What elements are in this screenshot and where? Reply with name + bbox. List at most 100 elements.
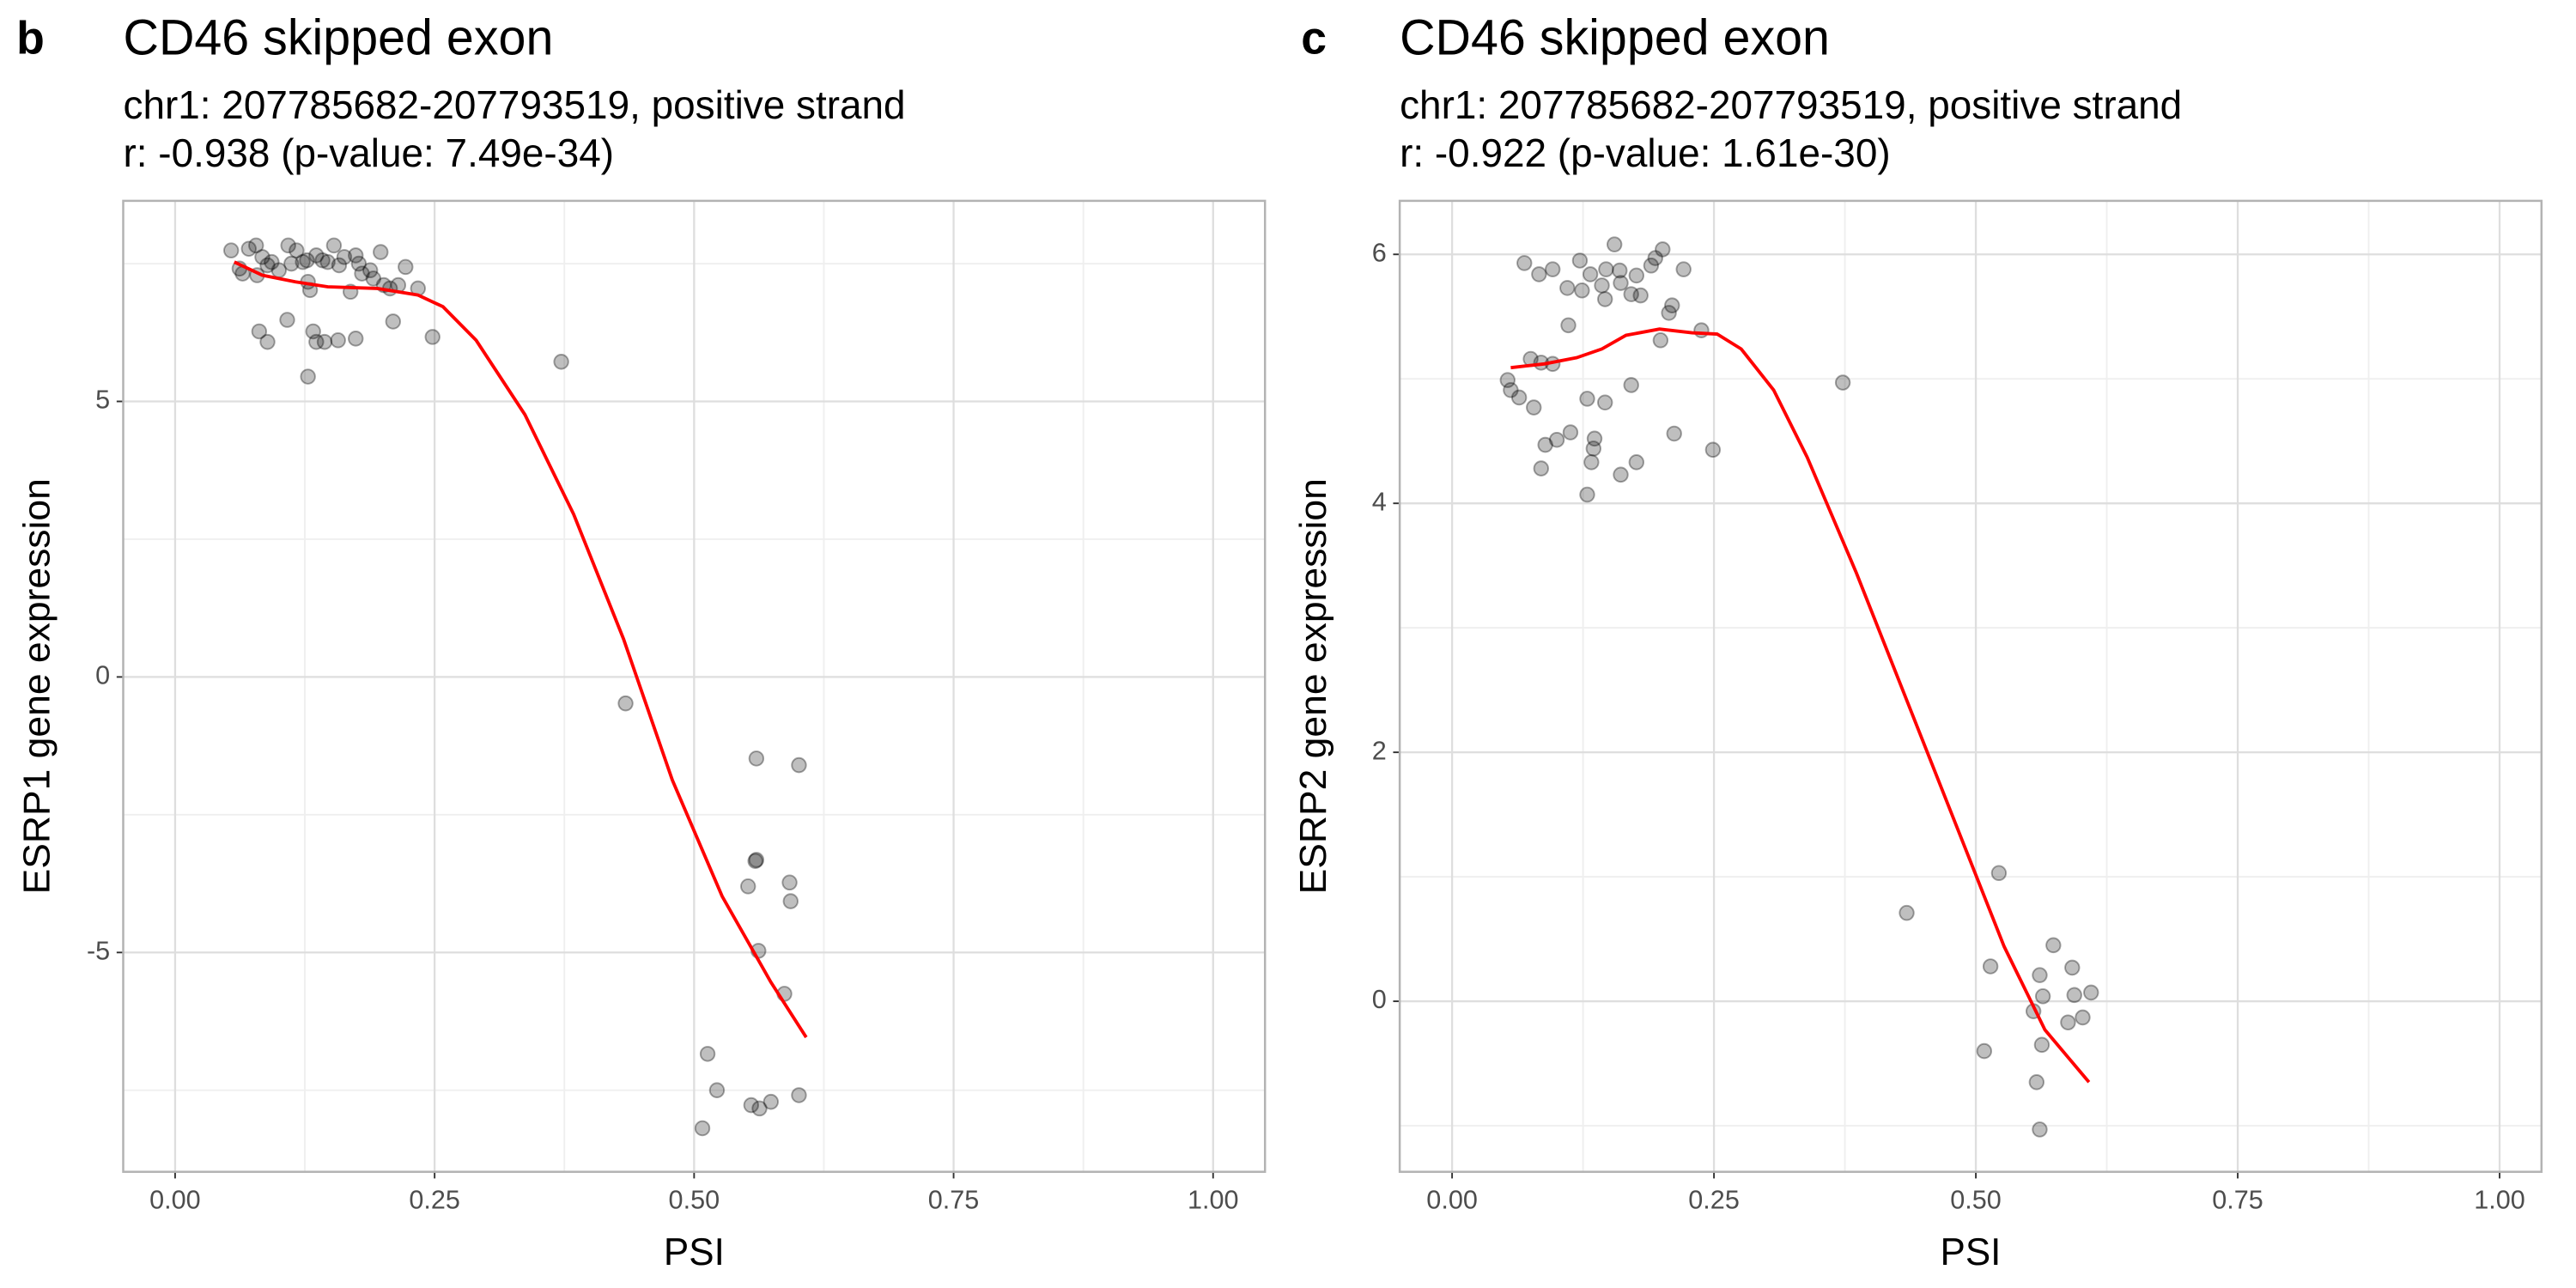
x-axis-title: PSI <box>1941 1231 2002 1273</box>
point <box>1516 255 1533 271</box>
point <box>264 253 280 270</box>
point <box>553 354 569 370</box>
point <box>223 242 240 258</box>
point <box>424 329 440 345</box>
point <box>1661 305 1677 321</box>
point <box>751 1100 768 1117</box>
point <box>2033 1036 2050 1054</box>
point <box>2028 1074 2045 1091</box>
point <box>279 312 295 328</box>
point <box>1834 374 1851 391</box>
x-axis-title: PSI <box>664 1231 725 1273</box>
x-tick-label: 0.50 <box>669 1185 720 1215</box>
x-tick-label: 0.25 <box>1688 1185 1740 1215</box>
point <box>1628 267 1644 284</box>
point <box>248 237 264 254</box>
point <box>1613 275 1629 291</box>
point <box>398 258 414 276</box>
point <box>330 331 346 349</box>
y-tick-label: -5 <box>87 935 110 965</box>
point <box>1559 280 1576 296</box>
point <box>743 1097 760 1114</box>
x-tick-label: 0.75 <box>2212 1185 2263 1215</box>
chart-subtitle: chr1: 207785682-207793519, positive stra… <box>123 82 905 127</box>
point <box>1632 287 1649 304</box>
point <box>362 262 379 279</box>
point <box>740 878 756 895</box>
point <box>1607 236 1623 252</box>
point <box>1704 441 1722 459</box>
point <box>1982 958 1999 975</box>
point <box>308 333 325 350</box>
point <box>1623 377 1639 393</box>
point <box>314 252 331 269</box>
y-tick-label: 5 <box>95 385 110 415</box>
point <box>1579 391 1595 407</box>
y-tick-label: 4 <box>1372 486 1387 516</box>
x-tick-label: 1.00 <box>1188 1185 1239 1215</box>
point <box>385 313 401 330</box>
point <box>2045 937 2062 954</box>
point <box>791 756 807 774</box>
point <box>1597 394 1613 411</box>
point <box>747 853 763 870</box>
point <box>1562 424 1579 440</box>
point <box>1579 486 1595 503</box>
point <box>2064 959 2081 976</box>
point <box>1598 261 1614 277</box>
point <box>782 893 799 909</box>
point <box>1655 241 1671 258</box>
point <box>699 1046 716 1062</box>
point <box>617 695 634 712</box>
chart-subtitle: chr1: 207785682-207793519, positive stra… <box>1400 82 2182 127</box>
trend-line <box>1510 327 2091 1084</box>
point <box>1675 261 1692 277</box>
point <box>354 265 370 282</box>
trend-line <box>234 260 808 1039</box>
panel: c CD46 skipped exon chr1: 207785682-207793… <box>1292 10 2543 1273</box>
point <box>1990 865 2008 882</box>
point <box>708 1082 726 1098</box>
point <box>2060 1014 2076 1031</box>
point <box>348 331 364 347</box>
point <box>791 1087 807 1103</box>
point <box>1503 381 1519 398</box>
point <box>1647 250 1663 266</box>
point <box>316 333 333 350</box>
point <box>1582 266 1599 283</box>
point <box>781 874 798 891</box>
point <box>1526 399 1542 416</box>
point <box>1574 282 1590 299</box>
point <box>1545 261 1561 277</box>
point <box>1899 904 1915 921</box>
point <box>254 249 270 265</box>
point <box>259 333 276 350</box>
y-tick-label: 0 <box>95 659 110 690</box>
point <box>1583 454 1600 471</box>
point <box>1499 372 1516 388</box>
point <box>319 253 336 270</box>
point <box>1623 286 1639 302</box>
x-tick-label: 0.25 <box>409 1185 460 1215</box>
point <box>1666 425 1682 442</box>
point <box>1594 277 1610 294</box>
y-axis-title: ESRP2 gene expression <box>1292 478 1334 894</box>
point <box>1693 322 1710 338</box>
point <box>2075 1009 2091 1026</box>
y-axis-title: ESRP1 gene expression <box>16 478 58 894</box>
y-tick-label: 6 <box>1372 237 1387 267</box>
y-tick-label: 0 <box>1372 984 1387 1014</box>
point <box>299 252 315 269</box>
point <box>694 1120 711 1137</box>
point <box>2034 987 2051 1005</box>
point <box>1510 389 1528 406</box>
point <box>283 255 300 272</box>
point <box>2032 967 2048 983</box>
point <box>1548 431 1565 448</box>
plot-border <box>1398 199 2543 1173</box>
y-tick-label: 2 <box>1372 735 1387 765</box>
point <box>295 253 311 270</box>
point <box>748 852 765 868</box>
